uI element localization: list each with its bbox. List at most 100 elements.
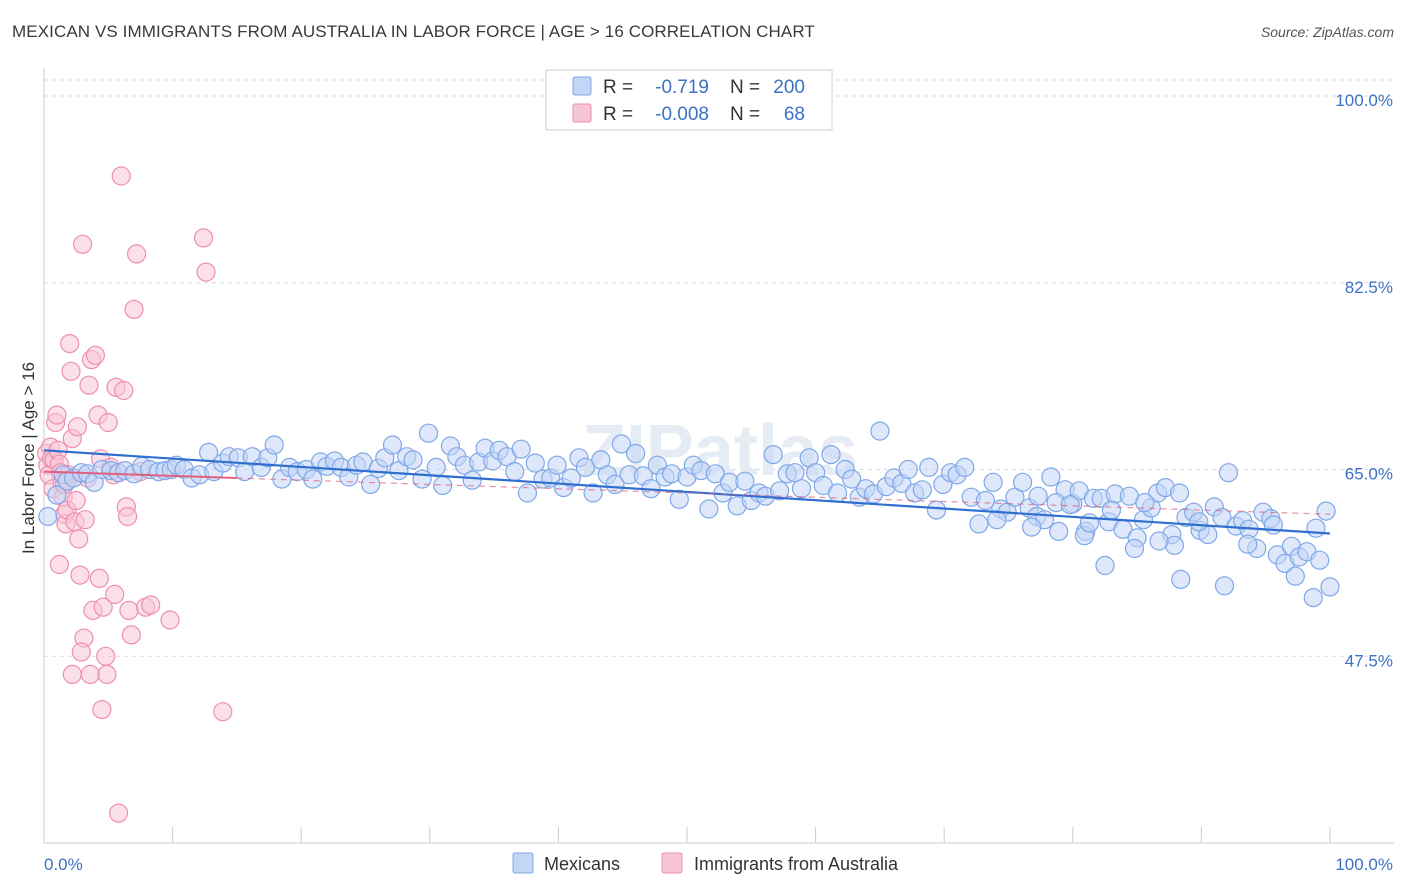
data-point-mexicans bbox=[1189, 512, 1209, 532]
y-tick-label: 65.0% bbox=[1345, 465, 1393, 484]
data-point-mexicans bbox=[785, 463, 805, 483]
trend-line-immigrants-from-australia bbox=[43, 470, 237, 480]
data-point-mexicans bbox=[1303, 587, 1323, 608]
bottom-legend-swatch-pink bbox=[661, 852, 683, 874]
data-point-mexicans bbox=[661, 464, 682, 484]
data-point-immigrants-from-australia bbox=[93, 597, 113, 617]
data-point-mexicans bbox=[1306, 518, 1326, 538]
grid-lines bbox=[44, 79, 1394, 657]
y-tick-label: 100.0% bbox=[1335, 91, 1393, 110]
y-tick-label: 82.5% bbox=[1345, 278, 1393, 297]
data-point-mexicans bbox=[1214, 576, 1235, 596]
data-point-immigrants-from-australia bbox=[72, 234, 93, 254]
data-point-mexicans bbox=[735, 471, 755, 491]
y-tick-label: 47.5% bbox=[1345, 651, 1393, 670]
data-point-mexicans bbox=[1124, 538, 1145, 559]
data-point-immigrants-from-australia bbox=[66, 490, 86, 511]
data-point-mexicans bbox=[525, 453, 545, 473]
data-point-immigrants-from-australia bbox=[61, 361, 81, 381]
data-point-mexicans bbox=[505, 462, 525, 482]
data-point-mexicans bbox=[955, 457, 975, 477]
data-point-mexicans bbox=[47, 485, 67, 505]
data-point-mexicans bbox=[1310, 550, 1330, 570]
data-point-mexicans bbox=[583, 483, 603, 503]
data-point-mexicans bbox=[605, 474, 625, 494]
series-immigrants-from-australia bbox=[36, 166, 233, 823]
data-point-mexicans bbox=[1101, 500, 1122, 520]
data-point-mexicans bbox=[1095, 555, 1115, 576]
data-point-mexicans bbox=[987, 510, 1007, 530]
legend-swatch-pink bbox=[572, 103, 592, 123]
data-point-mexicans bbox=[791, 479, 812, 499]
data-point-mexicans bbox=[1149, 531, 1169, 551]
data-point-immigrants-from-australia bbox=[111, 166, 131, 186]
data-point-immigrants-from-australia bbox=[213, 702, 233, 722]
data-point-immigrants-from-australia bbox=[71, 642, 91, 662]
data-point-mexicans bbox=[403, 450, 423, 470]
data-point-immigrants-from-australia bbox=[79, 375, 99, 395]
data-point-immigrants-from-australia bbox=[98, 412, 118, 433]
data-point-mexicans bbox=[827, 483, 848, 503]
series-mexicans bbox=[38, 421, 1340, 608]
data-point-mexicans bbox=[699, 499, 719, 519]
data-point-immigrants-from-australia bbox=[119, 600, 139, 621]
data-point-mexicans bbox=[1218, 463, 1239, 483]
legend-box: R = -0.719 N = 200 R = -0.008 N = 68 bbox=[545, 69, 833, 131]
data-point-immigrants-from-australia bbox=[141, 595, 161, 615]
data-point-immigrants-from-australia bbox=[96, 646, 116, 666]
data-point-immigrants-from-australia bbox=[193, 228, 214, 248]
data-point-mexicans bbox=[418, 423, 439, 443]
data-point-mexicans bbox=[1135, 493, 1155, 513]
data-point-mexicans bbox=[382, 435, 403, 455]
data-point-immigrants-from-australia bbox=[49, 554, 70, 575]
trend-line-mexicans bbox=[43, 449, 1331, 535]
y-axis-label: In Labor Force | Age > 16 bbox=[19, 362, 38, 554]
legend-n-value: 68 bbox=[784, 104, 805, 125]
data-point-mexicans bbox=[1320, 577, 1340, 597]
data-point-mexicans bbox=[1012, 472, 1033, 492]
legend-r-label: R = bbox=[603, 104, 633, 125]
data-point-mexicans bbox=[1021, 517, 1042, 537]
data-point-immigrants-from-australia bbox=[105, 584, 125, 605]
legend-swatch-blue bbox=[572, 76, 592, 96]
legend-r-value: -0.008 bbox=[655, 104, 709, 125]
bottom-legend-label: Mexicans bbox=[544, 854, 620, 874]
data-point-mexicans bbox=[517, 483, 538, 503]
data-point-mexicans bbox=[769, 481, 790, 501]
data-point-mexicans bbox=[264, 435, 284, 455]
data-point-mexicans bbox=[898, 459, 918, 480]
data-point-mexicans bbox=[1238, 534, 1258, 554]
data-point-mexicans bbox=[611, 434, 632, 454]
data-point-mexicans bbox=[426, 457, 446, 477]
data-point-mexicans bbox=[841, 469, 862, 489]
data-point-mexicans bbox=[547, 455, 567, 475]
data-point-mexicans bbox=[763, 445, 783, 465]
x-tick-labels: 0.0% 100.0% bbox=[44, 855, 1393, 874]
data-point-mexicans bbox=[1028, 486, 1048, 506]
data-point-immigrants-from-australia bbox=[85, 345, 106, 365]
data-point-immigrants-from-australia bbox=[124, 299, 144, 319]
data-point-mexicans bbox=[1060, 495, 1080, 515]
data-point-immigrants-from-australia bbox=[80, 664, 100, 685]
data-point-mexicans bbox=[912, 480, 932, 500]
data-point-mexicans bbox=[926, 500, 947, 520]
data-point-mexicans bbox=[1169, 483, 1190, 503]
legend-n-value: 200 bbox=[773, 77, 805, 98]
data-point-mexicans bbox=[1316, 501, 1336, 521]
data-point-mexicans bbox=[361, 474, 381, 494]
bottom-legend: Mexicans Immigrants from Australia bbox=[512, 852, 899, 874]
data-point-immigrants-from-australia bbox=[89, 568, 109, 589]
legend-n-label: N = bbox=[730, 104, 760, 125]
data-point-mexicans bbox=[983, 472, 1003, 492]
data-point-immigrants-from-australia bbox=[196, 262, 216, 282]
data-point-immigrants-from-australia bbox=[70, 565, 90, 585]
data-point-mexicans bbox=[821, 445, 841, 465]
data-point-mexicans bbox=[1049, 521, 1069, 542]
data-point-mexicans bbox=[303, 469, 323, 489]
y-tick-labels: 100.0% 82.5% 65.0% 47.5% bbox=[1335, 91, 1393, 670]
x-tick-label: 100.0% bbox=[1335, 855, 1393, 874]
data-point-immigrants-from-australia bbox=[75, 510, 95, 530]
data-point-immigrants-from-australia bbox=[117, 506, 138, 527]
data-point-mexicans bbox=[975, 490, 996, 511]
